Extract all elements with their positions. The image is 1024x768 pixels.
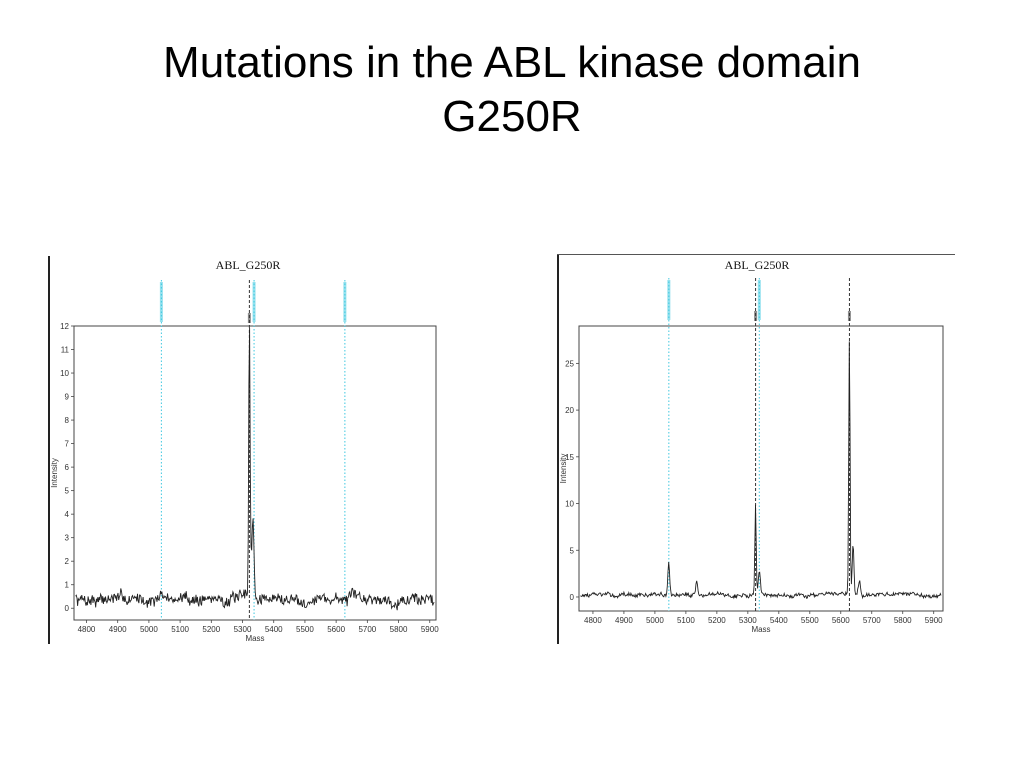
slide-title-line-2: G250R [442, 92, 582, 141]
x-tick-label: 5200 [202, 625, 220, 634]
y-tick-label: 20 [565, 406, 574, 415]
marker-tag [667, 280, 671, 320]
x-axis-label: Mass [751, 625, 770, 634]
x-tick-label: 5000 [140, 625, 158, 634]
x-axis-label: Mass [245, 634, 264, 643]
x-tick-label: 5400 [265, 625, 283, 634]
x-tick-label: 5700 [863, 616, 881, 625]
x-tick-label: 4900 [109, 625, 127, 634]
y-tick-label: 4 [65, 510, 70, 519]
x-tick-label: 5500 [801, 616, 819, 625]
x-tick-label: 5000 [646, 616, 664, 625]
x-tick-label: 5700 [358, 625, 376, 634]
y-tick-label: 5 [570, 546, 575, 555]
marker-tag [343, 282, 347, 322]
spectrum-chart-right: ABL_G250R 4800 4900 5000 5100 5200 5300 5400 550… [557, 254, 955, 644]
y-tick-label: 7 [65, 440, 70, 449]
chart-title: ABL_G250R [725, 258, 790, 272]
slide-title: Mutations in the ABL kinase domain G250R [0, 36, 1024, 144]
slide-title-line-1: Mutations in the ABL kinase domain [163, 38, 861, 87]
marker-tag [252, 282, 256, 322]
x-tick-label: 4800 [78, 625, 96, 634]
x-tick-label: 5900 [421, 625, 439, 634]
spectrum-line [580, 341, 942, 600]
y-tick-label: 0 [570, 593, 575, 602]
y-tick-label: 25 [565, 359, 574, 368]
x-tick-label: 5100 [171, 625, 189, 634]
y-tick-label: 2 [65, 557, 70, 566]
y-tick-label: 3 [65, 534, 70, 543]
x-tick-label: 5900 [925, 616, 943, 625]
y-tick-label: 8 [65, 416, 70, 425]
y-tick-label: 0 [65, 604, 70, 613]
y-tick-label: 9 [65, 393, 70, 402]
x-tick-label: 5400 [770, 616, 788, 625]
x-tick-label: 5200 [708, 616, 726, 625]
marker-tag [847, 311, 851, 321]
spectrum-line [75, 327, 435, 611]
x-tick-label: 5800 [390, 625, 408, 634]
y-tick-label: 1 [65, 581, 70, 590]
x-tick-label: 5100 [677, 616, 695, 625]
x-tick-label: 4900 [615, 616, 633, 625]
y-tick-label: 15 [565, 453, 574, 462]
y-tick-label: 11 [61, 346, 70, 355]
y-tick-label: 10 [60, 369, 69, 378]
chart-title: ABL_G250R [216, 258, 281, 272]
panel-border [48, 256, 50, 644]
plot-frame [578, 325, 944, 612]
y-tick-label: 12 [60, 322, 69, 331]
y-tick-label: 5 [65, 487, 70, 496]
marker-tag [247, 313, 251, 323]
x-tick-label: 5500 [296, 625, 314, 634]
x-tick-label: 5600 [327, 625, 345, 634]
panel-border-top [557, 254, 955, 255]
y-tick-label: 6 [65, 463, 70, 472]
x-tick-label: 5600 [832, 616, 850, 625]
marker-tag [757, 280, 761, 320]
x-tick-label: 5300 [234, 625, 252, 634]
x-tick-label: 5300 [739, 616, 757, 625]
marker-tag [754, 311, 758, 321]
marker-tag [159, 282, 163, 322]
x-tick-label: 5800 [894, 616, 912, 625]
panel-border [557, 254, 559, 644]
y-axis-label: Intensity [50, 458, 59, 488]
x-tick-label: 4800 [584, 616, 602, 625]
spectrum-chart-left: ABL_G250R 4800 4900 5000 5100 5200 5300 5400 550… [48, 256, 448, 644]
plot-frame [73, 325, 437, 621]
y-tick-label: 10 [565, 500, 574, 509]
y-axis-label: Intensity [559, 454, 568, 484]
